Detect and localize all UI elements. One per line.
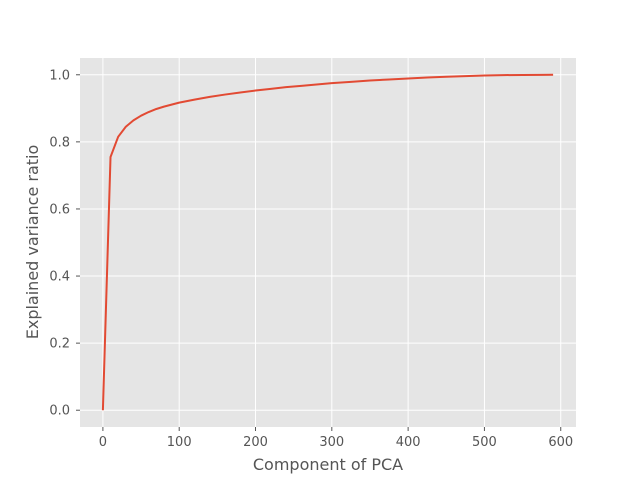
y-tick-label: 1.0: [49, 68, 70, 83]
x-tick-label: 300: [319, 435, 344, 450]
x-axis-label: Component of PCA: [253, 455, 403, 474]
x-tick-label: 0: [99, 435, 107, 450]
y-axis-ticks: 0.0 0.2 0.4 0.6 0.8 1.0: [49, 68, 80, 419]
x-tick-label: 500: [472, 435, 497, 450]
y-tick-label: 0.6: [49, 202, 70, 217]
series-layer: [101, 73, 554, 411]
y-tick-label: 0.2: [49, 337, 70, 352]
x-tick-label: 100: [167, 435, 192, 450]
series-line: [101, 73, 554, 411]
y-tick-label: 0.4: [49, 270, 70, 285]
plot-area: [80, 58, 576, 427]
y-axis-label: Explained variance ratio: [23, 145, 42, 340]
x-tick-label: 200: [243, 435, 268, 450]
x-axis-ticks: 0 100 200 300 400 500 600: [99, 427, 573, 450]
x-tick-label: 400: [396, 435, 421, 450]
x-tick-label: 600: [548, 435, 573, 450]
y-tick-label: 0.8: [49, 135, 70, 150]
y-tick-label: 0.0: [49, 404, 70, 419]
